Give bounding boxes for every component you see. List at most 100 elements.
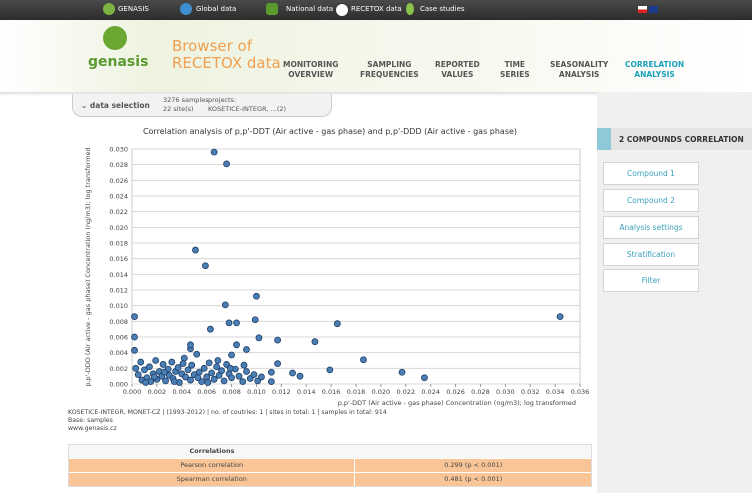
top-bar: GENASIS Global data National data RECETO… bbox=[0, 0, 752, 20]
tab-text: VALUES bbox=[441, 70, 474, 79]
point bbox=[267, 368, 275, 376]
point bbox=[202, 262, 209, 270]
sidebar-button[interactable]: Compound 2 bbox=[603, 189, 699, 212]
x-tick-label: 0.006 bbox=[197, 388, 216, 396]
y-tick-label: 0.002 bbox=[109, 365, 128, 373]
point bbox=[210, 148, 218, 156]
header: genasis Browser of RECETOX data MONITORIN… bbox=[0, 20, 752, 92]
point bbox=[132, 364, 140, 372]
sidebar-title: 2 COMPOUNDS CORRELATION bbox=[619, 135, 744, 144]
tab[interactable]: MONITORING OVERVIEW bbox=[283, 60, 338, 80]
logo[interactable]: genasis bbox=[88, 54, 149, 70]
point bbox=[142, 379, 150, 386]
y-tick-label: 0.022 bbox=[109, 208, 128, 216]
point bbox=[182, 373, 189, 381]
point bbox=[160, 368, 168, 376]
data-selection[interactable]: ⌄ data selection 3276 samples 22 site(s)… bbox=[72, 94, 332, 117]
tab-text: OVERVIEW bbox=[288, 70, 334, 79]
table: Correlations Pearson correlation 0.299 (p… bbox=[68, 444, 592, 487]
tab-active[interactable]: CORRELATION ANALYSIS bbox=[625, 60, 684, 80]
sidebar-button[interactable]: Filter bbox=[603, 269, 699, 292]
y-tick-label: 0.026 bbox=[109, 177, 128, 185]
point bbox=[150, 373, 158, 381]
tab[interactable]: SEASONALITY ANALYSIS bbox=[550, 60, 608, 80]
nav-link[interactable]: Case studies bbox=[420, 5, 465, 13]
point bbox=[239, 378, 247, 386]
tab[interactable]: REPORTED VALUES bbox=[435, 60, 480, 80]
point bbox=[255, 334, 263, 342]
point bbox=[179, 360, 187, 368]
point bbox=[180, 354, 188, 362]
tab-text: SAMPLING bbox=[367, 60, 412, 69]
point bbox=[131, 333, 138, 341]
point bbox=[141, 366, 148, 374]
point bbox=[162, 377, 170, 385]
arrow bbox=[597, 128, 611, 150]
icon bbox=[103, 3, 115, 15]
x-tick-label: 0.004 bbox=[172, 388, 191, 396]
x-tick-label: 0.008 bbox=[222, 388, 241, 396]
tab[interactable]: TIME SERIES bbox=[500, 60, 530, 80]
point bbox=[184, 366, 192, 374]
table-header: Correlations bbox=[69, 445, 591, 458]
point bbox=[326, 366, 334, 374]
point bbox=[398, 368, 406, 376]
point bbox=[311, 338, 319, 346]
x-tick-label: 0.012 bbox=[272, 388, 291, 396]
point bbox=[208, 369, 216, 377]
x-axis-label: p,p'-DDT (Air active - gas phase) Concen… bbox=[338, 399, 576, 407]
y-tick-label: 0.024 bbox=[109, 193, 128, 201]
footer-line: Base: samples bbox=[68, 417, 113, 424]
icon bbox=[266, 3, 278, 15]
flag-uk[interactable] bbox=[649, 6, 658, 13]
sidebar-button[interactable]: Analysis settings bbox=[603, 216, 699, 239]
y-tick-label: 0.030 bbox=[109, 146, 128, 154]
x-tick-label: 0.022 bbox=[396, 388, 415, 396]
chart: Correlation analysis of p,p'-DDT (Air ac… bbox=[84, 127, 590, 407]
point bbox=[556, 313, 564, 321]
point bbox=[203, 373, 211, 381]
icon bbox=[335, 3, 349, 17]
point bbox=[228, 351, 235, 359]
nav-link[interactable]: National data bbox=[286, 5, 334, 13]
point bbox=[159, 361, 167, 368]
point bbox=[253, 292, 260, 300]
point bbox=[243, 346, 250, 353]
cell: 0.481 (p < 0.001) bbox=[444, 475, 503, 483]
point bbox=[421, 374, 428, 382]
header-cell bbox=[355, 445, 591, 458]
point bbox=[223, 160, 230, 168]
tab[interactable]: SAMPLING FREQUENCIES bbox=[360, 60, 419, 80]
sidebar-button[interactable]: Stratification bbox=[603, 243, 699, 266]
y-tick-label: 0.000 bbox=[109, 381, 128, 389]
x-tick-label: 0.018 bbox=[347, 388, 366, 396]
tab-text: ANALYSIS bbox=[634, 70, 675, 79]
point bbox=[194, 374, 202, 382]
tab-text: SEASONALITY bbox=[550, 60, 609, 69]
sidebar-button[interactable]: Compound 1 bbox=[603, 162, 699, 185]
point bbox=[220, 377, 228, 385]
point bbox=[226, 364, 234, 372]
point bbox=[131, 313, 138, 321]
flag-cz[interactable] bbox=[638, 6, 647, 13]
point bbox=[233, 319, 240, 327]
x-tick-label: 0.036 bbox=[571, 388, 590, 396]
tab-text: FREQUENCIES bbox=[360, 70, 419, 79]
nav-link[interactable]: Global data bbox=[196, 5, 237, 13]
y-tick-label: 0.006 bbox=[109, 334, 128, 342]
point bbox=[251, 316, 259, 324]
point bbox=[296, 372, 304, 380]
icon bbox=[406, 3, 414, 15]
point bbox=[214, 357, 222, 364]
tab-text: ANALYSIS bbox=[558, 70, 600, 79]
y-axis-label: p,p'-DDD (Air active - gas phase) Concen… bbox=[84, 147, 92, 386]
nav-link[interactable]: RECETOX data bbox=[351, 5, 402, 13]
x-tick-label: 0.030 bbox=[496, 388, 515, 396]
tab-text: TIME bbox=[504, 60, 526, 69]
logo-icon bbox=[103, 26, 127, 50]
nav-link[interactable]: GENASIS bbox=[118, 5, 149, 13]
point bbox=[274, 336, 282, 344]
y-tick-label: 0.004 bbox=[109, 349, 128, 357]
y-tick-label: 0.012 bbox=[109, 287, 128, 295]
chart-title: Correlation analysis of p,p'-DDT (Air ac… bbox=[143, 127, 517, 136]
